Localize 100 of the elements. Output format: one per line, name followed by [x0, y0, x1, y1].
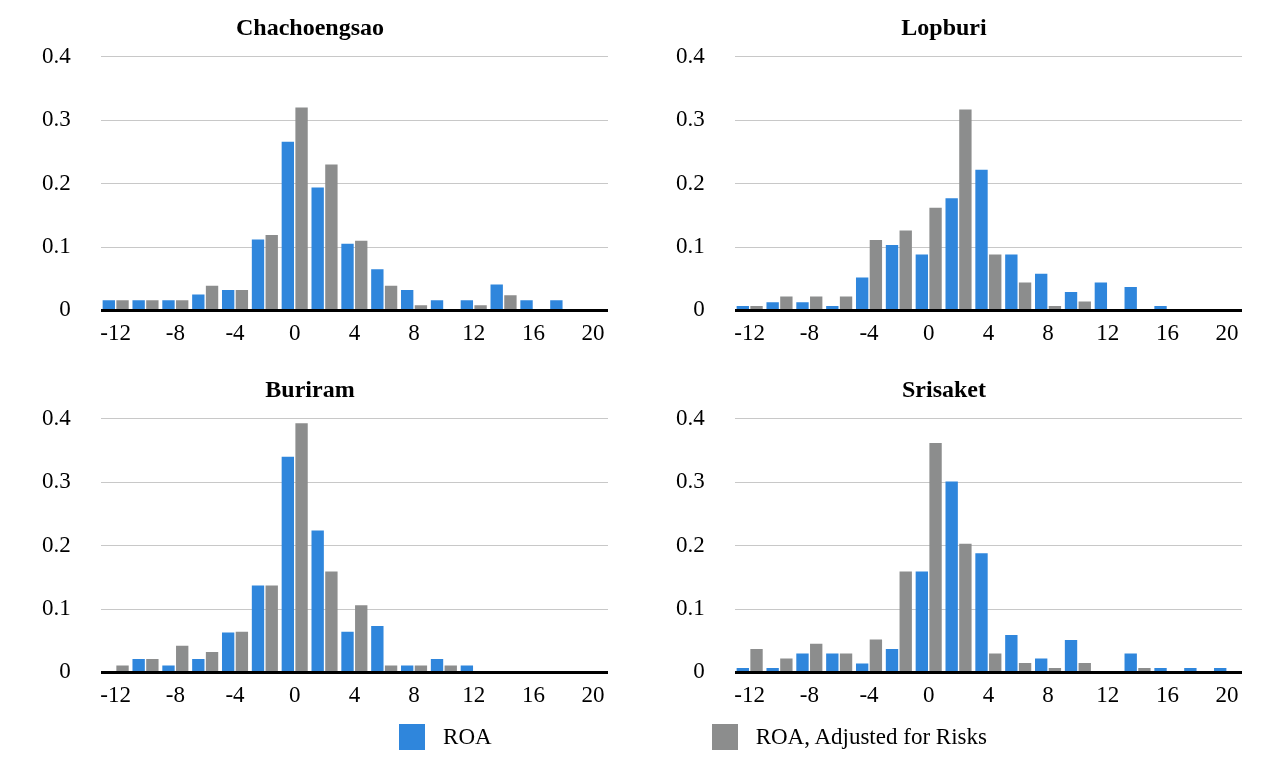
bar: [1078, 301, 1091, 309]
x-tick-label: 8: [1042, 320, 1054, 346]
x-tick-label: 8: [1042, 682, 1054, 708]
bar: [520, 300, 533, 309]
y-tick-label: 0.2: [676, 169, 705, 195]
bar: [1018, 282, 1032, 309]
x-tick-label: -4: [859, 682, 880, 708]
bar: [945, 481, 958, 671]
x-tick-label: 4: [348, 682, 361, 708]
bar: [176, 645, 189, 671]
bar: [959, 543, 972, 671]
y-tick-label: 0: [693, 296, 705, 322]
x-tick-label: -8: [799, 682, 819, 708]
bar: [504, 295, 517, 309]
y-tick-label: 0: [59, 296, 71, 322]
bar: [235, 290, 249, 309]
bar: [915, 254, 929, 309]
x-tick-label: -8: [165, 682, 185, 708]
x-tick-label: -12: [734, 320, 766, 346]
bar: [132, 300, 145, 309]
bar: [401, 290, 414, 309]
bar: [1078, 662, 1091, 671]
x-tick-label: -12: [100, 320, 132, 346]
x-tick-label: 12: [1096, 320, 1120, 346]
bar: [295, 423, 308, 671]
bar: [192, 294, 205, 309]
y-tick-label: 0.1: [676, 595, 705, 621]
x-tick-label: 16: [1155, 320, 1179, 346]
bar: [162, 665, 175, 671]
bar: [192, 659, 205, 671]
legend-label: ROA: [443, 724, 492, 750]
bar: [839, 296, 853, 309]
x-tick-label: 0: [288, 682, 301, 708]
bar: [281, 141, 295, 309]
bar: [205, 285, 219, 309]
y-tick-label: 0.4: [42, 42, 72, 68]
x-tick-label: 16: [521, 320, 545, 346]
bar: [1094, 282, 1108, 309]
bar: [460, 665, 474, 671]
bar: [1214, 667, 1227, 671]
bar: [251, 239, 265, 309]
bar: [1154, 305, 1167, 309]
y-tick-label: 0.3: [676, 468, 705, 494]
bar: [384, 665, 398, 671]
x-tick-label: 8: [408, 682, 420, 708]
bar: [146, 300, 159, 309]
bar: [810, 296, 823, 309]
bar: [766, 302, 779, 309]
y-tick-label: 0.2: [42, 169, 71, 195]
y-tick-label: 0.1: [42, 595, 71, 621]
y-tick-label: 0.1: [676, 233, 705, 259]
x-tick-label: -4: [225, 320, 246, 346]
x-tick-label: 16: [1155, 682, 1179, 708]
bar: [1005, 254, 1018, 309]
x-tick-label: 0: [922, 682, 935, 708]
bar: [1064, 640, 1078, 671]
bar: [750, 648, 763, 671]
y-tick-label: 0.2: [676, 531, 705, 557]
bar: [810, 643, 823, 671]
bar: [550, 300, 563, 309]
bar: [1124, 286, 1137, 309]
chart-title: Srisaket: [902, 375, 987, 402]
bar: [855, 277, 869, 309]
bar: [265, 234, 278, 309]
x-tick-label: -4: [225, 682, 246, 708]
bar: [750, 305, 763, 309]
x-tick-label: -8: [165, 320, 185, 346]
x-tick-label: 4: [982, 682, 995, 708]
x-tick-label: -4: [859, 320, 880, 346]
bar: [371, 626, 384, 671]
bar: [826, 305, 839, 309]
x-tick-label: 0: [288, 320, 301, 346]
bar: [221, 632, 235, 671]
x-tick-label: 20: [581, 320, 605, 346]
x-tick-label: 12: [462, 682, 486, 708]
bar: [341, 631, 354, 671]
legend-label: ROA, Adjusted for Risks: [755, 724, 987, 750]
x-tick-label: -8: [799, 320, 819, 346]
bar: [839, 653, 853, 671]
bar: [1018, 662, 1032, 671]
y-tick-label: 0.4: [42, 404, 72, 430]
bar: [146, 659, 159, 671]
bar: [116, 665, 129, 671]
bar: [1035, 658, 1048, 671]
bar: [989, 653, 1002, 671]
bar: [899, 230, 912, 309]
bar: [1184, 667, 1197, 671]
chart-title: Chachoengsao: [235, 13, 385, 40]
x-tick-label: 4: [348, 320, 361, 346]
bar: [1048, 305, 1062, 309]
bar: [132, 659, 145, 671]
bar: [855, 663, 869, 671]
bar: [1138, 667, 1151, 671]
bar: [414, 665, 428, 671]
bar: [371, 269, 384, 309]
bar: [975, 169, 988, 309]
bar: [490, 284, 503, 309]
x-tick-label: 20: [1215, 320, 1239, 346]
bar: [796, 653, 809, 671]
bar: [915, 571, 929, 671]
